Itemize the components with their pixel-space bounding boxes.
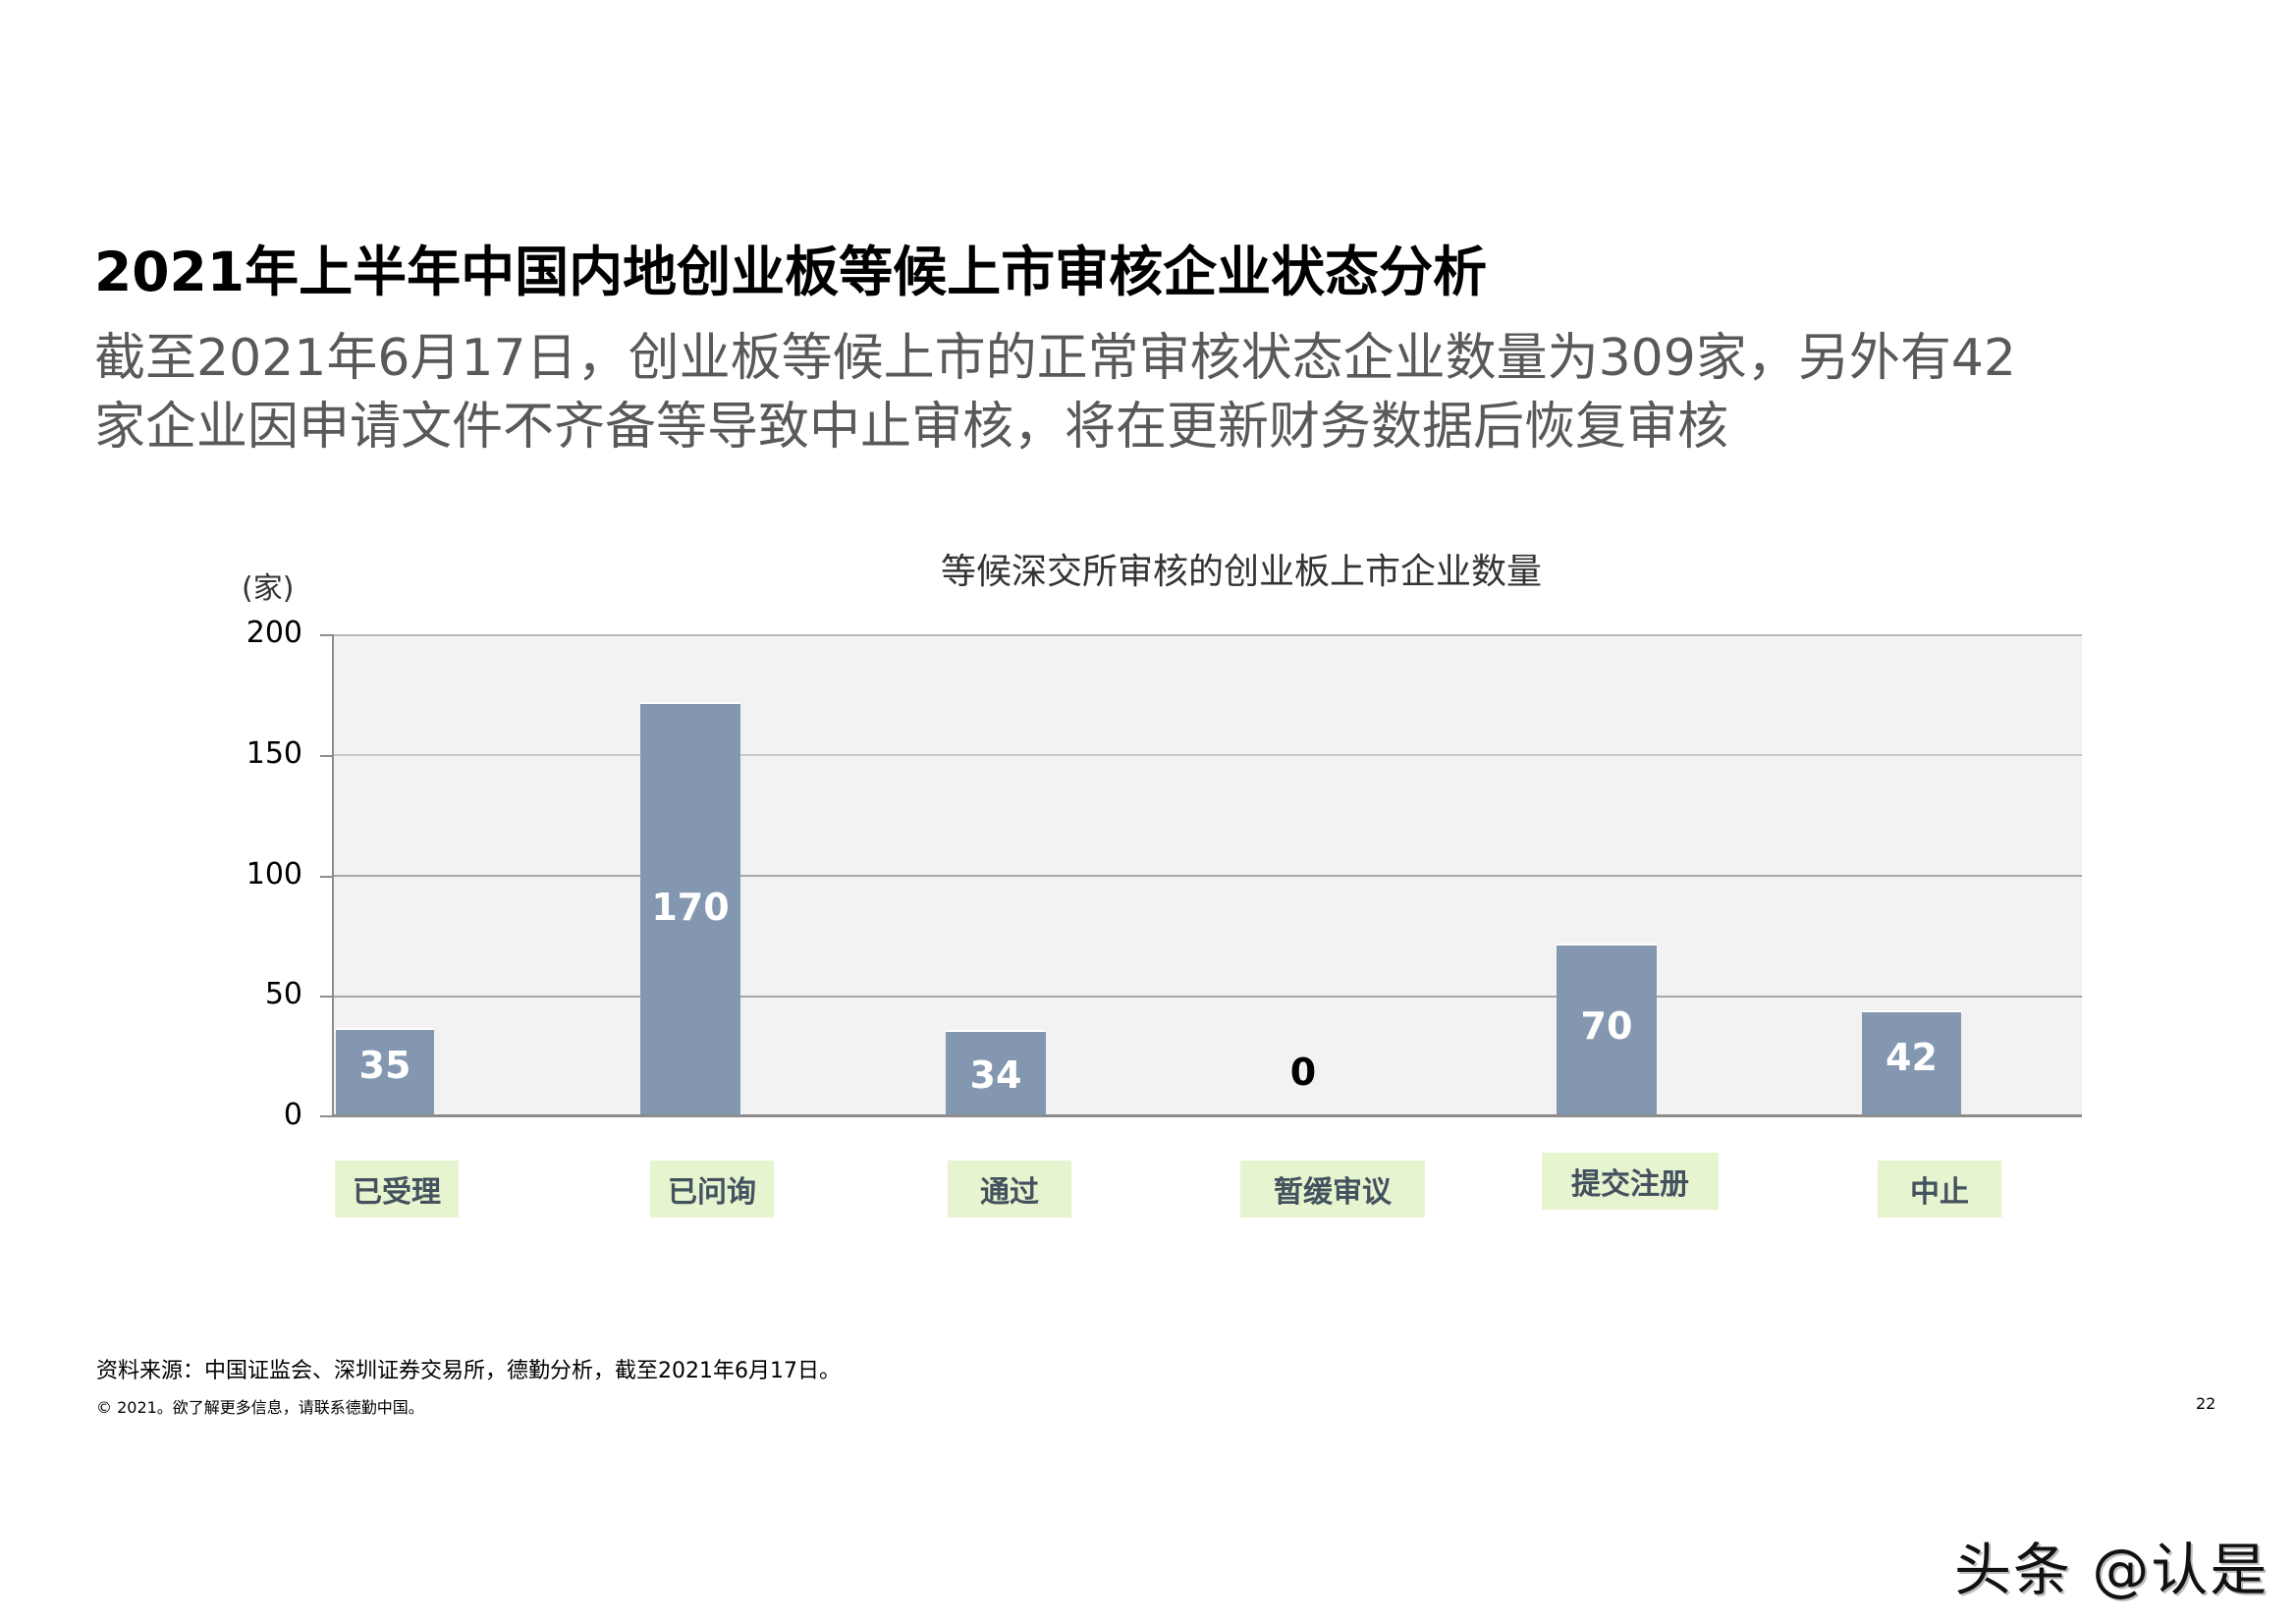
page-title: 2021年上半年中国内地创业板等候上市审核企业状态分析 bbox=[94, 241, 1488, 303]
category-label-approved: 通过 bbox=[948, 1161, 1071, 1217]
bar-value: 34 bbox=[969, 1054, 1022, 1097]
chart-title: 等候深交所审核的创业板上市企业数量 bbox=[0, 543, 2296, 594]
bar-accepted: 35 bbox=[336, 1028, 434, 1114]
gridline-150 bbox=[334, 754, 2082, 756]
bar-value: 35 bbox=[358, 1044, 411, 1087]
bar-submitted-registration: 70 bbox=[1557, 944, 1657, 1114]
gridline-50 bbox=[334, 996, 2082, 998]
y-tick-200: 200 bbox=[246, 616, 302, 650]
y-tick-100: 100 bbox=[246, 857, 302, 892]
y-tick-mark bbox=[320, 1115, 332, 1117]
category-label-inquired: 已问询 bbox=[650, 1161, 774, 1217]
bar-inquired: 170 bbox=[640, 702, 740, 1114]
category-label-submitted-registration: 提交注册 bbox=[1542, 1153, 1719, 1210]
watermark: 头条 @认是 bbox=[1954, 1537, 2269, 1603]
y-axis-unit: (家) bbox=[242, 571, 295, 606]
category-label-suspended: 中止 bbox=[1878, 1161, 2001, 1217]
category-label-accepted: 已受理 bbox=[335, 1161, 459, 1217]
bar-approved: 34 bbox=[946, 1030, 1046, 1114]
y-tick-0: 0 bbox=[283, 1098, 302, 1132]
plot-area: 35 170 34 0 70 42 bbox=[332, 634, 2082, 1117]
category-label-deferred: 暂缓审议 bbox=[1240, 1161, 1425, 1217]
subtitle-line-1: 截至2021年6月17日，创业板等候上市的正常审核状态企业数量为309家，另外有… bbox=[94, 329, 2017, 388]
copyright: © 2021。欲了解更多信息，请联系德勤中国。 bbox=[96, 1398, 424, 1417]
y-tick-mark bbox=[320, 996, 332, 998]
bar-value-zero: 0 bbox=[1289, 1051, 1317, 1094]
y-tick-mark bbox=[320, 876, 332, 878]
y-tick-mark bbox=[320, 634, 332, 636]
source-note: 资料来源：中国证监会、深圳证券交易所，德勤分析，截至2021年6月17日。 bbox=[96, 1359, 841, 1383]
y-tick-50: 50 bbox=[264, 977, 302, 1011]
bar-value: 42 bbox=[1886, 1036, 1938, 1079]
page-number: 22 bbox=[2196, 1394, 2216, 1413]
y-tick-150: 150 bbox=[246, 736, 302, 771]
bar-value: 70 bbox=[1580, 1004, 1633, 1048]
chart-title-text: 等候深交所审核的创业板上市企业数量 bbox=[940, 552, 1542, 592]
y-tick-mark bbox=[320, 755, 332, 757]
bar-suspended: 42 bbox=[1862, 1010, 1961, 1114]
subtitle-line-2: 家企业因申请文件不齐备等导致中止审核，将在更新财务数据后恢复审核 bbox=[94, 398, 1729, 457]
gridline-200 bbox=[334, 634, 2082, 636]
bar-value: 170 bbox=[651, 886, 730, 929]
gridline-100 bbox=[334, 875, 2082, 877]
